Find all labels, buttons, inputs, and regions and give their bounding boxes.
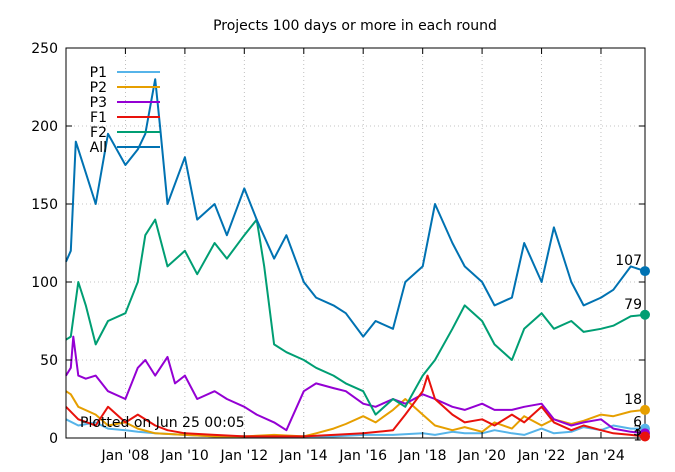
series-line-f2 — [65, 218, 646, 416]
y-tick-label: 250 — [31, 41, 58, 57]
end-label-p3: 3 — [633, 423, 642, 439]
series-line-f1 — [65, 374, 646, 438]
end-label-f2: 79 — [624, 297, 642, 313]
x-axis: Jan '08 Jan '10 Jan '12 Jan '14 Jan '16 Jan '… — [101, 48, 625, 464]
end-point-f1 — [640, 431, 650, 442]
legend-label-p1: P1 — [90, 65, 107, 81]
end-label-f1: 1 — [633, 428, 642, 444]
x-tick-label: Jan '18 — [398, 448, 447, 464]
x-tick-label: Jan '24 — [576, 448, 625, 464]
end-label-p2: 18 — [624, 392, 642, 408]
end-point-p2 — [640, 404, 650, 415]
legend-label-f2: F2 — [90, 125, 107, 141]
chart-title: Projects 100 days or more in each round — [213, 18, 497, 34]
x-tick-label: Jan '22 — [517, 448, 566, 464]
plot-frame — [65, 47, 646, 439]
y-tick-label: 0 — [49, 431, 58, 447]
y-tick-label: 200 — [31, 119, 58, 135]
legend-label-f1: F1 — [90, 110, 107, 126]
end-points: 107 79 18 631 — [615, 253, 650, 444]
x-tick-label: Jan '10 — [160, 448, 209, 464]
x-tick-label: Jan '08 — [101, 448, 150, 464]
end-label-all: 107 — [615, 253, 642, 269]
legend-label-all: All — [90, 140, 107, 156]
y-tick-label: 100 — [31, 275, 58, 291]
legend-label-p3: P3 — [90, 95, 107, 111]
y-axis: 0 50 100 150 200 250 — [31, 41, 645, 447]
plot-timestamp-annotation: Plotted on Jun 25 00:05 — [80, 415, 245, 431]
x-tick-label: Jan '20 — [457, 448, 506, 464]
end-point-all — [640, 266, 650, 277]
x-tick-label: Jan '16 — [338, 448, 387, 464]
end-point-f2 — [640, 309, 650, 320]
end-label-p1: 6 — [633, 415, 642, 431]
series-line-p3 — [65, 335, 646, 435]
x-tick-label: Jan '14 — [279, 448, 328, 464]
y-tick-label: 50 — [40, 353, 58, 369]
legend-label-p2: P2 — [90, 80, 107, 96]
x-tick-label: Jan '12 — [219, 448, 268, 464]
y-tick-label: 150 — [31, 197, 58, 213]
